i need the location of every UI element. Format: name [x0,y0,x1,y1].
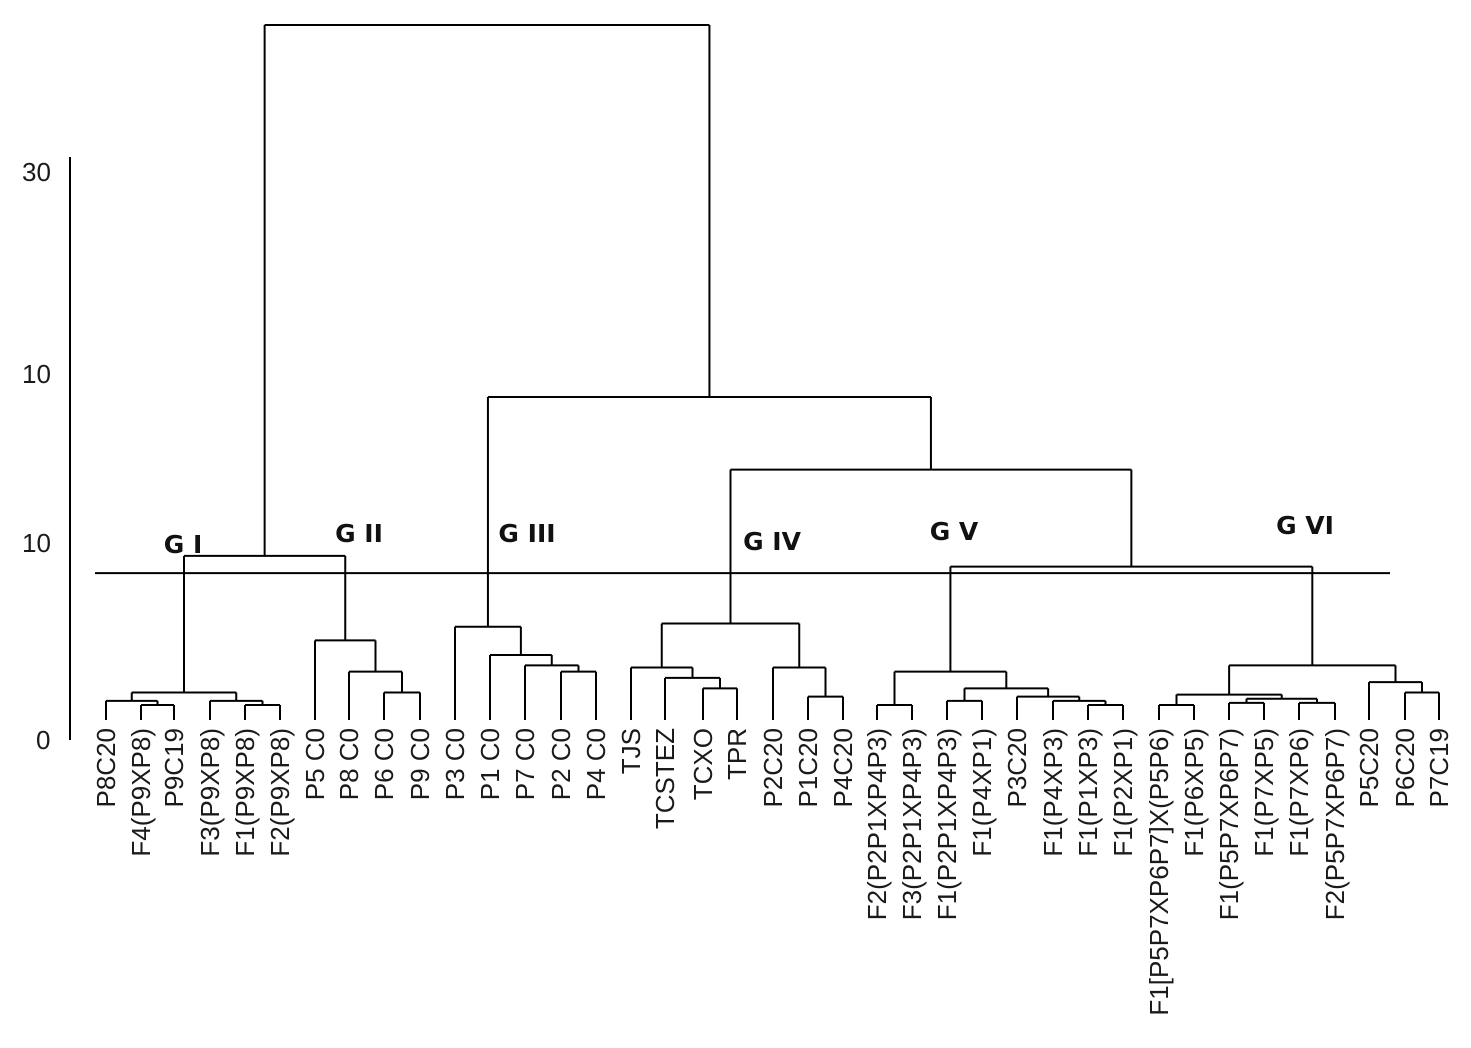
leaf-label: P1 C0 [475,728,505,800]
leaf-label: P8C20 [91,728,121,808]
leaf-label: P2C20 [758,728,788,808]
group-label-3: G III [498,519,555,548]
y-tick-label-0: 0 [36,725,50,755]
leaf-label: P6 C0 [369,728,399,800]
leaf-label: TPR [722,728,752,780]
leaf-label: P3 C0 [440,728,470,800]
leaf-label: F3(P2P1XP4P3) [897,728,927,920]
leaf-label: TCXO [688,728,718,800]
leaf-label: P5 C0 [300,728,330,800]
leaf-label: P4 C0 [581,728,611,800]
leaf-label: F1(P2XP1) [1108,728,1138,857]
group-label-4: G IV [743,527,802,556]
leaf-label: F2(P9XP8) [265,728,295,857]
leaf-label: P7 C0 [510,728,540,800]
leaf-label: TJS [616,728,646,774]
leaf-label: F1(P7XP5) [1249,728,1279,857]
group-label-1: G I [164,530,203,559]
y-tick-label-30: 30 [22,157,51,187]
leaf-label: F1(P4XP3) [1038,728,1068,857]
leaf-label: F2(P2P1XP4P3) [862,728,892,920]
leaf-label: F1(P2P1XP4P3) [932,728,962,920]
group-label-5: G V [930,517,979,546]
leaf-labels: P8C20 F4(P9XP8) P9C19 F3(P9XP8) F1(P9XP8) F2(… [91,728,1454,1016]
leaf-label: F4(P9XP8) [126,728,156,857]
dendrogram-links [105,24,1440,720]
leaf-label: F1[P5P7XP6P7]X(P5P6) [1144,728,1174,1016]
leaf-label: F3(P9XP8) [195,728,225,857]
leaf-label: F1(P1XP3) [1073,728,1103,857]
leaf-label: F1(P9XP8) [230,728,260,857]
leaf-label: F1(P4XP1) [967,728,997,857]
y-tick-label-10-upper: 10 [22,359,51,389]
leaf-label: P1C20 [793,728,823,808]
leaf-label: P9 C0 [405,728,435,800]
leaf-label: P7C19 [1424,728,1454,808]
leaf-label: F2(P5P7XP6P7) [1320,728,1350,920]
leaf-label: P5C20 [1354,728,1384,808]
y-tick-label-10-lower: 10 [22,528,51,558]
leaf-label: P6C20 [1390,728,1420,808]
group-labels: G I G II G III G IV G V G VI [164,511,1334,559]
leaf-label: F1(P6XP5) [1179,728,1209,857]
leaf-label: F1(P7XP6) [1284,728,1314,857]
leaf-label: P9C19 [159,728,189,808]
leaf-label: P2 C0 [546,728,576,800]
leaf-label: TCSTEZ [650,728,680,829]
group-label-2: G II [335,519,383,548]
leaf-label: F1(P5P7XP6P7) [1214,728,1244,920]
group-label-6: G VI [1276,511,1334,540]
leaf-label: P8 C0 [334,728,364,800]
leaf-label: P4C20 [828,728,858,808]
leaf-label: P3C20 [1002,728,1032,808]
